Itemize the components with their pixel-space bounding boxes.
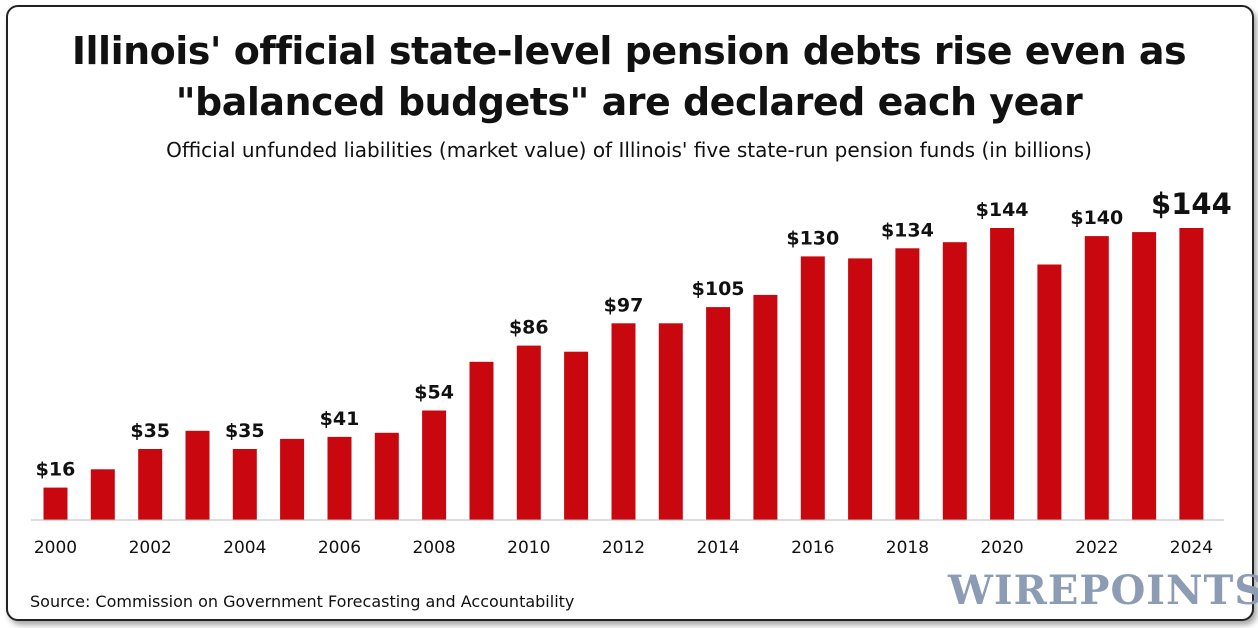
x-tick-label-2024: 2024 — [1170, 538, 1213, 558]
bar-2007 — [374, 432, 399, 520]
bar-2011 — [564, 351, 589, 520]
chart-title-line-1: Illinois' official state-level pension d… — [71, 29, 1187, 73]
wirepoints-logo: WIREPOINTS — [948, 567, 1258, 614]
bar-2012 — [611, 323, 636, 520]
bar-2024 — [1179, 228, 1204, 520]
data-label-2020: $144 — [976, 199, 1029, 221]
bar-2002 — [138, 449, 163, 520]
bar-2014 — [706, 307, 731, 520]
bar-2018 — [895, 248, 920, 521]
data-label-2014: $105 — [692, 278, 745, 300]
data-label-2004: $35 — [225, 420, 265, 442]
bar-2022 — [1084, 236, 1109, 520]
x-tick-label-2018: 2018 — [886, 538, 929, 558]
bar-2021 — [1037, 264, 1062, 520]
bar-2008 — [422, 410, 447, 520]
bar-2006 — [327, 436, 352, 520]
bar-2009 — [469, 361, 494, 520]
bar-2016 — [800, 256, 825, 520]
bar-2010 — [516, 345, 541, 520]
bar-2020 — [990, 228, 1015, 520]
bar-2003 — [185, 430, 210, 520]
data-label-2006: $41 — [320, 408, 360, 430]
x-tick-label-2012: 2012 — [602, 538, 645, 558]
x-tick-label-2006: 2006 — [318, 538, 361, 558]
bar-2001 — [90, 469, 115, 520]
data-label-2000: $16 — [36, 459, 76, 481]
bar-2013 — [658, 323, 683, 520]
x-tick-label-2016: 2016 — [791, 538, 834, 558]
data-label-2024: $144 — [1151, 187, 1232, 221]
chart-subtitle: Official unfunded liabilities (market va… — [166, 138, 1092, 162]
bar-2004 — [232, 449, 257, 520]
bar-2005 — [280, 438, 305, 520]
x-tick-label-2010: 2010 — [507, 538, 550, 558]
x-tick-label-2022: 2022 — [1075, 538, 1118, 558]
data-label-2022: $140 — [1070, 207, 1123, 229]
x-tick-label-2014: 2014 — [696, 538, 739, 558]
x-tick-label-2020: 2020 — [980, 538, 1023, 558]
source-note: Source: Commission on Government Forecas… — [30, 592, 575, 611]
data-label-2012: $97 — [604, 294, 644, 316]
chart-title-line-2: "balanced budgets" are declared each yea… — [175, 80, 1083, 124]
bar-2017 — [848, 258, 873, 520]
data-label-2002: $35 — [130, 420, 170, 442]
bar-2000 — [43, 487, 68, 520]
data-label-2010: $86 — [509, 317, 549, 339]
x-tick-label-2004: 2004 — [223, 538, 266, 558]
bar-2019 — [942, 242, 967, 520]
data-label-2016: $130 — [786, 227, 839, 249]
x-tick-label-2002: 2002 — [129, 538, 172, 558]
bar-2023 — [1132, 232, 1157, 520]
data-label-2008: $54 — [414, 382, 454, 404]
x-tick-label-2008: 2008 — [412, 538, 455, 558]
data-label-2018: $134 — [881, 219, 934, 241]
x-tick-label-2000: 2000 — [34, 538, 77, 558]
bar-2015 — [753, 294, 778, 520]
